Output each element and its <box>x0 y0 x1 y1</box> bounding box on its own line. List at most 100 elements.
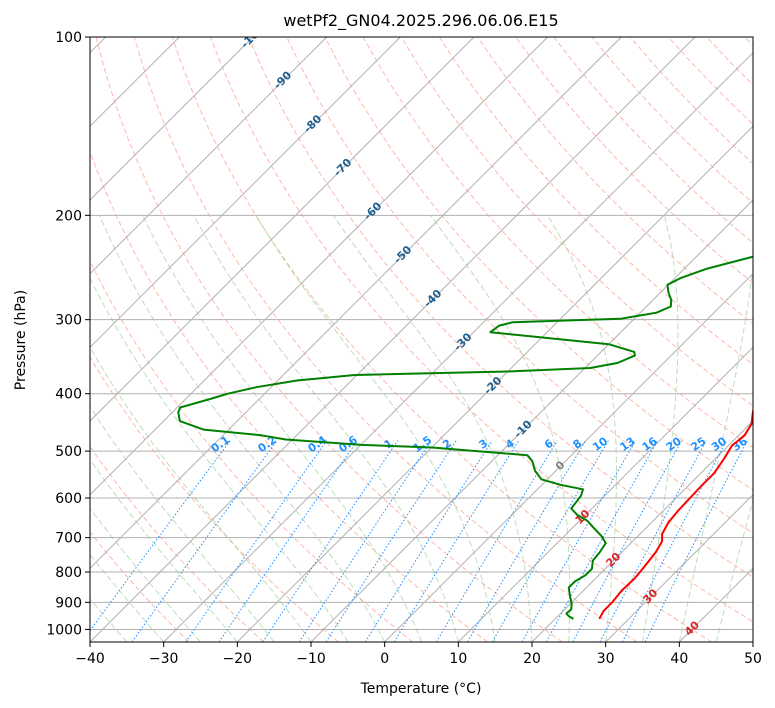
mixing-ratio-label: 1 <box>382 437 396 452</box>
y-tick-label: 200 <box>55 208 82 224</box>
moist-adiabat <box>332 215 533 642</box>
dewpoint-line <box>177 255 753 620</box>
x-tick-label: 50 <box>744 651 762 667</box>
dry-adiabat <box>90 259 414 642</box>
isotherm-label: -90 <box>271 68 294 91</box>
moist-adiabat <box>193 215 459 642</box>
plot-frame <box>89 36 754 643</box>
isotherm-line <box>90 37 549 496</box>
x-axis-label: Temperature (°C) <box>360 681 482 697</box>
y-tick-label: 800 <box>55 565 82 581</box>
y-tick-label: 700 <box>55 531 82 547</box>
isotherm-line <box>90 37 401 349</box>
mixing-ratio-label: 4 <box>503 437 517 452</box>
mixing-ratio-label: 0.4 <box>306 433 330 455</box>
mixing-ratio-line <box>491 440 609 642</box>
mixing-ratio-line <box>621 440 728 642</box>
dry-adiabat <box>210 37 753 623</box>
mixing-ratio-line <box>262 440 399 642</box>
moist-adiabat <box>642 215 679 642</box>
isotherm-line <box>310 199 753 642</box>
mixing-ratio-line <box>435 440 558 642</box>
line-labels: 0.1 0.2 0.4 0.6 1 1.5 2 3 4 6 8 10 13 16 20 25 30 36-100-… <box>209 37 750 639</box>
moist-adiabat <box>90 458 238 642</box>
mixing-ratio-label: 6 <box>542 437 556 452</box>
mixing-ratio-label: 1.5 <box>411 433 434 455</box>
moist-adiabat <box>90 277 349 642</box>
dry-adiabat <box>90 531 190 642</box>
moist-adiabat <box>90 507 201 642</box>
x-tick-label: 10 <box>449 651 467 667</box>
mixing-ratio-line <box>131 440 278 642</box>
isotherm-line <box>384 272 753 642</box>
isotherm-line <box>90 37 475 422</box>
x-tick-label: 30 <box>597 651 615 667</box>
mixing-ratio-line <box>218 440 358 642</box>
x-axis-ticks: −40 −30 −20 −10 0 10 20 30 40 50 <box>75 642 762 667</box>
y-axis-label: Pressure (hPa) <box>13 290 29 390</box>
y-tick-label: 1000 <box>46 622 82 638</box>
y-tick-label: 600 <box>55 491 82 507</box>
dry-adiabat <box>400 37 753 407</box>
x-tick-label: 40 <box>670 651 688 667</box>
y-tick-label: 400 <box>55 387 82 403</box>
dry-adiabat <box>90 356 339 642</box>
dry-adiabat <box>133 37 638 642</box>
isotherm-line <box>236 125 753 642</box>
isotherm-label: -50 <box>391 243 414 266</box>
dry-adiabat <box>171 37 712 642</box>
moist-adiabat <box>678 264 753 642</box>
isotherm-line <box>90 37 254 201</box>
dry-adiabat <box>515 37 753 284</box>
x-tick-label: −20 <box>223 651 253 667</box>
moist-adiabat <box>715 498 753 642</box>
dry-adiabat <box>668 37 753 125</box>
mixing-ratio-line <box>90 440 231 632</box>
mixing-ratio-line <box>298 440 432 642</box>
x-tick-label: 0 <box>380 651 389 667</box>
mixing-ratio-line <box>393 440 520 642</box>
chart-title: wetPf2_GN04.2025.296.06.06.E15 <box>283 11 558 31</box>
mixing-ratio-line <box>572 440 683 642</box>
moist-adiabat <box>255 215 496 642</box>
y-tick-label: 100 <box>55 30 82 46</box>
dry-adiabat <box>591 37 753 204</box>
moist-adiabat <box>90 553 165 642</box>
moist-adiabat <box>90 346 312 642</box>
y-tick-label: 900 <box>55 595 82 611</box>
moist-adiabat <box>142 215 422 642</box>
y-tick-label: 300 <box>55 313 82 329</box>
isotherm-line <box>531 420 753 642</box>
dry-adiabat <box>438 37 753 366</box>
mixing-ratio-line <box>644 440 748 642</box>
mixing-ratio-line <box>467 440 587 642</box>
mixing-ratio-line <box>185 440 328 642</box>
isotherm-line <box>90 37 328 275</box>
mixing-ratio-line <box>599 440 707 642</box>
moist-adiabat <box>90 405 275 642</box>
isotherm-line <box>163 51 753 642</box>
mixing-ratio-label: 0.1 <box>209 433 232 455</box>
isotherm-line <box>90 37 696 642</box>
dry-adiabat <box>706 37 753 86</box>
isotherm-line <box>457 346 753 642</box>
x-tick-label: 20 <box>523 651 541 667</box>
x-tick-label: −10 <box>296 651 326 667</box>
isotherm-line <box>752 641 753 642</box>
mixing-ratio-line <box>325 440 457 642</box>
dry-adiabat <box>744 37 753 47</box>
x-tick-label: −40 <box>75 651 105 667</box>
dry-adiabat <box>90 445 264 642</box>
isotherm-line <box>678 567 753 642</box>
y-tick-label: 500 <box>55 444 82 460</box>
moist-adiabat <box>90 597 128 642</box>
profile-series <box>177 255 753 620</box>
isotherm-label: 40 <box>682 618 702 638</box>
dry-adiabat <box>324 37 753 491</box>
temperature-line <box>598 406 753 620</box>
isotherm-line <box>605 493 753 642</box>
isotherm-label: 30 <box>640 586 660 606</box>
x-tick-label: −30 <box>149 651 179 667</box>
isotherm-line <box>90 37 622 570</box>
